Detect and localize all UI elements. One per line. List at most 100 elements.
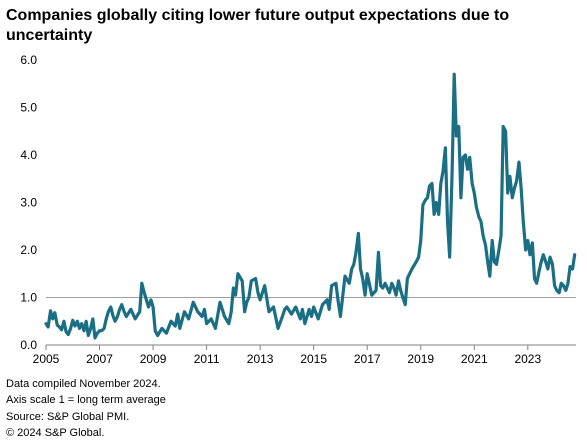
data-point bbox=[183, 310, 186, 313]
data-point bbox=[455, 135, 458, 138]
data-point bbox=[457, 125, 460, 128]
x-tick-label: 2015 bbox=[300, 352, 327, 366]
y-tick-label: 1.0 bbox=[20, 291, 37, 305]
data-point bbox=[267, 310, 270, 313]
data-point bbox=[85, 320, 88, 323]
data-point bbox=[441, 170, 444, 173]
data-point bbox=[468, 156, 471, 159]
data-point bbox=[285, 306, 288, 309]
data-point bbox=[464, 154, 467, 157]
data-point bbox=[549, 256, 552, 259]
data-point bbox=[232, 287, 235, 290]
data-point bbox=[439, 182, 442, 185]
data-point bbox=[361, 277, 364, 280]
data-point bbox=[69, 327, 72, 330]
data-point bbox=[234, 294, 237, 297]
note-source: Source: S&P Global PMI. bbox=[6, 410, 130, 423]
note-data-compiled: Data compiled November 2024. bbox=[6, 378, 161, 390]
data-point bbox=[437, 213, 440, 216]
data-point bbox=[187, 317, 190, 320]
data-point bbox=[328, 308, 331, 311]
data-point bbox=[357, 232, 360, 235]
y-tick-label: 5.0 bbox=[20, 101, 37, 115]
data-point bbox=[51, 317, 54, 320]
data-point bbox=[109, 306, 112, 309]
data-point bbox=[78, 327, 81, 330]
data-point bbox=[566, 282, 569, 285]
data-point bbox=[435, 201, 438, 204]
data-point bbox=[149, 298, 152, 301]
y-axis-tick-labels: 0.0 1.0 2.0 3.0 4.0 5.0 6.0 bbox=[20, 53, 37, 352]
y-tick-label: 3.0 bbox=[20, 196, 37, 210]
data-point bbox=[417, 256, 420, 259]
data-point bbox=[493, 260, 496, 263]
data-point bbox=[134, 317, 137, 320]
data-point bbox=[143, 291, 146, 294]
data-point bbox=[451, 173, 454, 176]
data-point bbox=[506, 192, 509, 195]
data-point bbox=[404, 303, 407, 306]
data-point bbox=[277, 327, 280, 330]
x-axis-tick-marks bbox=[45, 345, 529, 350]
data-point bbox=[453, 73, 456, 76]
data-point bbox=[513, 187, 516, 190]
data-point bbox=[397, 279, 400, 282]
data-point bbox=[473, 192, 476, 195]
data-point bbox=[310, 315, 313, 318]
data-point bbox=[93, 336, 96, 339]
data-point bbox=[466, 168, 469, 171]
data-point bbox=[471, 182, 474, 185]
data-point bbox=[551, 263, 554, 266]
data-point bbox=[366, 272, 369, 275]
data-point bbox=[502, 125, 505, 128]
data-point bbox=[120, 303, 123, 306]
data-point bbox=[71, 319, 74, 322]
data-point bbox=[484, 244, 487, 247]
data-point bbox=[223, 315, 226, 318]
data-point bbox=[303, 322, 306, 325]
data-point bbox=[176, 313, 179, 316]
data-point bbox=[544, 260, 547, 263]
data-point bbox=[290, 313, 293, 316]
data-point bbox=[326, 298, 329, 301]
data-point bbox=[379, 284, 382, 287]
data-point bbox=[91, 317, 94, 320]
x-axis-tick-labels: 2005 2007 2009 2011 2013 2015 2017 2019 2021 2023 bbox=[33, 352, 542, 366]
data-point bbox=[254, 277, 257, 280]
data-point bbox=[138, 310, 141, 313]
data-point bbox=[230, 310, 233, 313]
data-point bbox=[250, 279, 253, 282]
data-point bbox=[433, 213, 436, 216]
data-point bbox=[49, 309, 52, 312]
data-point bbox=[214, 327, 217, 330]
x-tick-label: 2009 bbox=[140, 352, 167, 366]
data-point bbox=[283, 308, 286, 311]
data-point bbox=[531, 241, 534, 244]
y-tick-label: 2.0 bbox=[20, 243, 37, 257]
chart-title: Companies globally citing lower future o… bbox=[6, 7, 510, 44]
x-tick-label: 2011 bbox=[194, 352, 220, 366]
data-point bbox=[294, 306, 297, 309]
data-point bbox=[129, 308, 132, 311]
data-point bbox=[203, 308, 206, 311]
data-point bbox=[245, 301, 248, 304]
data-point bbox=[428, 184, 431, 187]
data-point bbox=[114, 320, 117, 323]
data-point bbox=[45, 322, 48, 325]
data-point bbox=[520, 187, 523, 190]
y-tick-label: 6.0 bbox=[20, 53, 37, 67]
data-point bbox=[406, 277, 409, 280]
data-point bbox=[352, 263, 355, 266]
data-point bbox=[370, 294, 373, 297]
data-point bbox=[334, 282, 337, 285]
data-point bbox=[399, 289, 402, 292]
data-point bbox=[517, 161, 520, 164]
data-point bbox=[210, 317, 213, 320]
data-point bbox=[364, 294, 367, 297]
data-point bbox=[321, 303, 324, 306]
data-point bbox=[558, 291, 561, 294]
data-point bbox=[160, 327, 163, 330]
x-tick-label: 2013 bbox=[247, 352, 274, 366]
data-point bbox=[107, 310, 110, 313]
data-point bbox=[53, 311, 56, 314]
